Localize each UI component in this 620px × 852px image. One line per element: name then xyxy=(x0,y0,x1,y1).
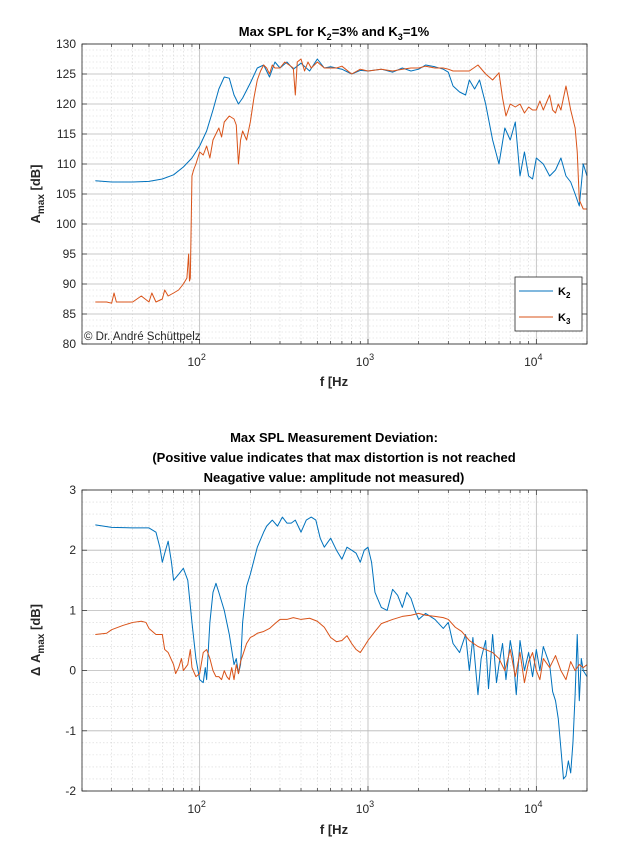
legend-box xyxy=(514,276,583,332)
chart-max-spl: Max SPL for K2=3% and K3=1% 80 85 90 95 100 1… xyxy=(28,24,588,389)
plot-frame xyxy=(81,489,588,792)
y-axis-label: Amax [dB] xyxy=(28,164,47,223)
y-tick-label: 125 xyxy=(56,67,76,81)
copyright-annotation: © Dr. André Schüttpelz xyxy=(84,331,201,343)
series-line-k3 xyxy=(95,612,588,684)
y-tick-label: 120 xyxy=(56,97,76,111)
y-tick-label: 1 xyxy=(69,603,76,617)
x-tick-label: 104 xyxy=(524,352,542,369)
grid xyxy=(81,489,588,792)
y-tick-label: 110 xyxy=(57,157,76,171)
y-tick-label: -2 xyxy=(65,784,76,798)
y-tick-label: 130 xyxy=(56,37,76,51)
x-tick-label: 103 xyxy=(356,799,374,816)
y-tick-label: 2 xyxy=(69,543,76,557)
plot-frame xyxy=(81,43,588,345)
series-lines xyxy=(95,58,588,304)
chart-title-line-3: Neagative value: amplitude not measured) xyxy=(204,470,465,485)
legend: K2 K3 xyxy=(514,276,583,332)
chart-title: Max SPL for K2=3% and K3=1% xyxy=(239,24,430,42)
y-tick-label: -1 xyxy=(65,724,76,738)
y-tick-label: 105 xyxy=(56,187,76,201)
x-tick-label: 102 xyxy=(187,799,205,816)
series-line-k2 xyxy=(95,58,588,207)
series-line-k3 xyxy=(95,58,587,304)
x-tick-label: 104 xyxy=(524,799,542,816)
x-tick-label: 103 xyxy=(356,352,374,369)
x-axis-label: f [Hz xyxy=(320,374,349,389)
chart-deviation: Max SPL Measurement Deviation: (Positive… xyxy=(28,430,588,837)
y-tick-label: 100 xyxy=(56,217,76,231)
y-tick-label: 80 xyxy=(63,337,77,351)
tick-labels: -2 -1 0 1 2 3 102 103 104 xyxy=(65,483,542,816)
legend-label-k3: K3 xyxy=(558,312,571,326)
legend-label-k2: K2 xyxy=(558,286,571,300)
y-tick-label: 95 xyxy=(63,247,77,261)
tick-labels: 80 85 90 95 100 105 110 115 120 125 130 102 103 104 xyxy=(56,37,543,369)
x-axis-label: f [Hz xyxy=(320,822,349,837)
y-tick-label: 3 xyxy=(69,483,76,497)
y-tick-label: 115 xyxy=(57,127,76,141)
y-tick-label: 90 xyxy=(63,277,77,291)
chart-title-line-2: (Positive value indicates that max disto… xyxy=(152,450,515,465)
y-tick-label: 85 xyxy=(63,307,77,321)
x-tick-label: 102 xyxy=(187,352,205,369)
y-tick-label: 0 xyxy=(69,664,76,678)
y-axis-label: Δ Amax [dB] xyxy=(28,604,47,676)
chart-title-line-1: Max SPL Measurement Deviation: xyxy=(230,430,438,445)
series-lines xyxy=(95,516,588,780)
